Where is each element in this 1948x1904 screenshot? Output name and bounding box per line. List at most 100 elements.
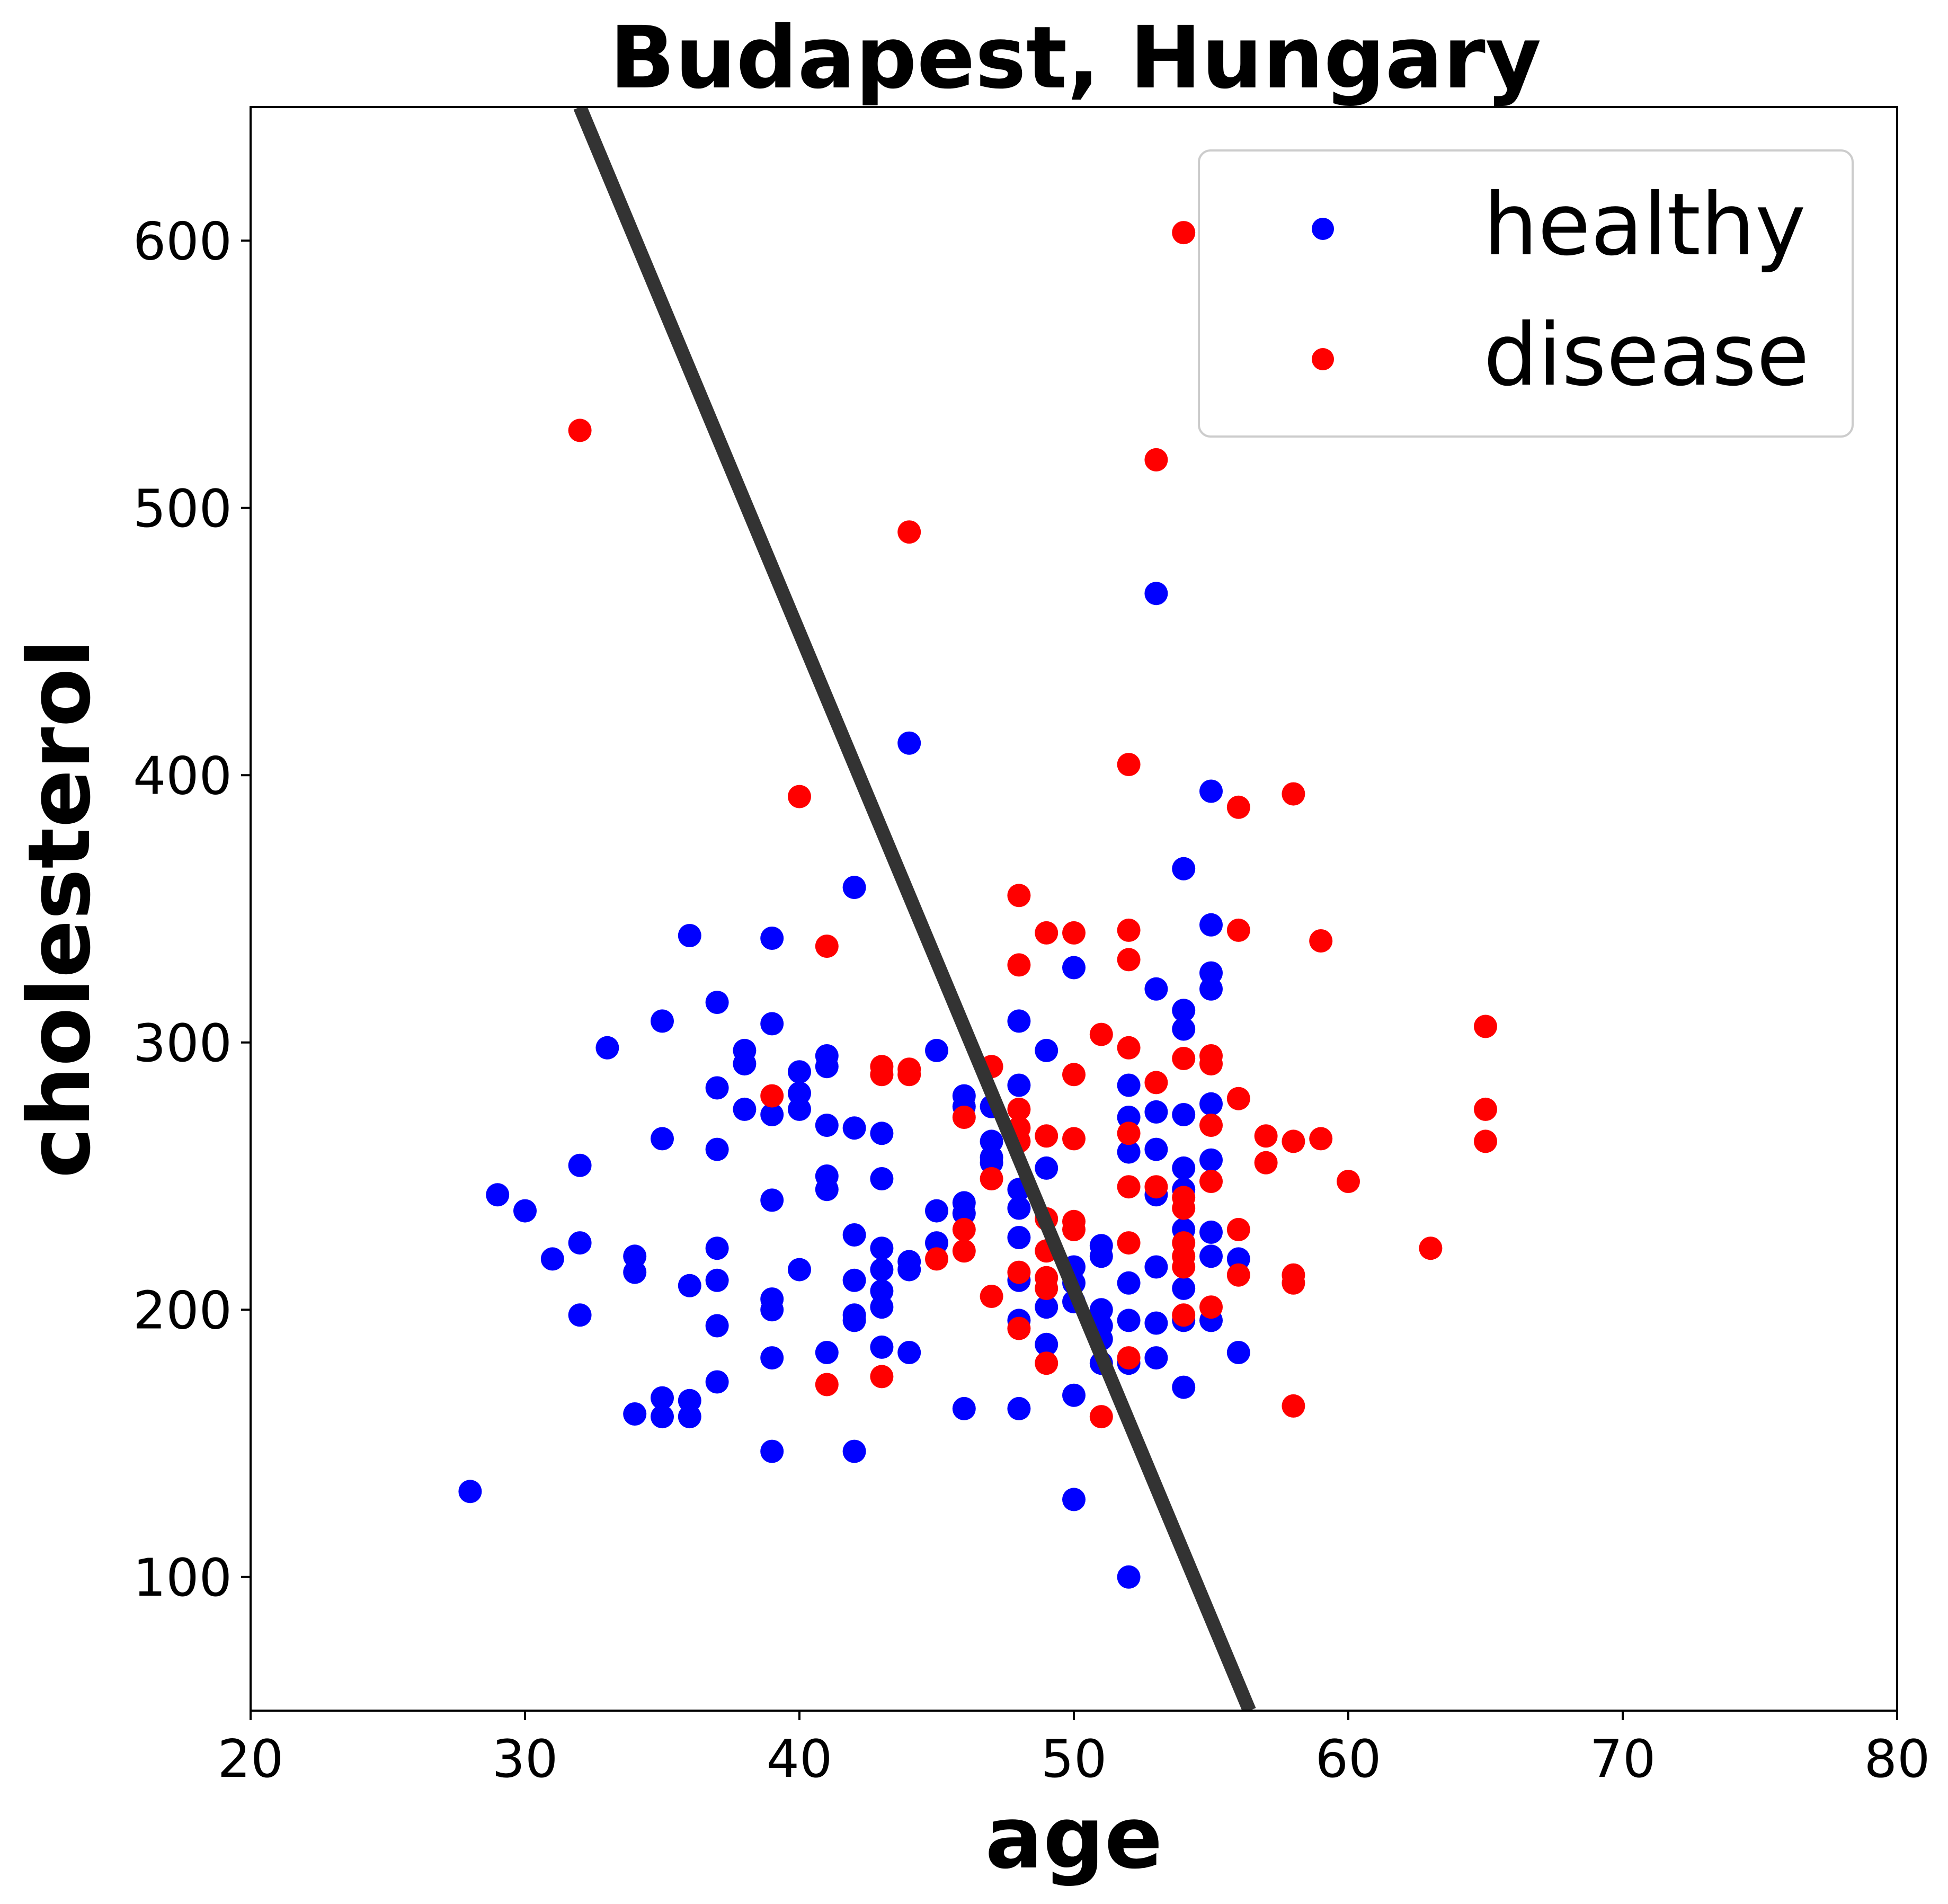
disease-point-26 bbox=[1035, 1124, 1058, 1148]
healthy-point-86 bbox=[1035, 1156, 1058, 1180]
healthy-point-38 bbox=[788, 1081, 811, 1105]
healthy-point-4 bbox=[568, 1153, 592, 1177]
disease-point-66 bbox=[1226, 1217, 1250, 1241]
legend-box bbox=[1198, 149, 1854, 438]
disease-point-50 bbox=[1172, 221, 1196, 245]
legend: healthy disease bbox=[1198, 149, 1854, 438]
healthy-point-78 bbox=[1007, 1073, 1031, 1097]
healthy-point-109 bbox=[1144, 977, 1168, 1001]
healthy-point-17 bbox=[678, 1389, 701, 1412]
disease-point-20 bbox=[1007, 1097, 1031, 1121]
disease-point-77 bbox=[1337, 1170, 1360, 1194]
healthy-point-8 bbox=[623, 1244, 647, 1268]
disease-point-18 bbox=[1007, 884, 1031, 907]
healthy-point-19 bbox=[705, 991, 729, 1015]
healthy-point-42 bbox=[815, 1055, 839, 1079]
disease-point-39 bbox=[1117, 753, 1141, 777]
healthy-point-133 bbox=[1199, 1244, 1223, 1268]
healthy-point-65 bbox=[925, 1038, 948, 1062]
y-tick-label: 100 bbox=[133, 1548, 232, 1608]
healthy-point-67 bbox=[925, 1231, 948, 1255]
disease-point-4 bbox=[815, 1373, 839, 1396]
x-tick-label: 30 bbox=[492, 1729, 558, 1790]
disease-point-1 bbox=[760, 1084, 784, 1108]
disease-point-81 bbox=[1474, 1129, 1497, 1153]
healthy-point-131 bbox=[1199, 1148, 1223, 1172]
healthy-point-116 bbox=[1172, 857, 1196, 880]
healthy-point-87 bbox=[1035, 1295, 1058, 1319]
healthy-point-135 bbox=[1226, 1247, 1250, 1271]
healthy-point-115 bbox=[1144, 1346, 1168, 1370]
disease-point-37 bbox=[1089, 1022, 1113, 1046]
healthy-point-119 bbox=[1172, 1103, 1196, 1126]
x-axis-ticks: 20 30 40 50 60 70 80 bbox=[218, 1711, 1930, 1790]
healthy-point-80 bbox=[1007, 1196, 1031, 1220]
healthy-point-13 bbox=[651, 1386, 674, 1410]
disease-point-73 bbox=[1282, 1271, 1305, 1295]
healthy-point-126 bbox=[1199, 779, 1223, 803]
y-axis-ticks: 100 200 300 400 500 600 bbox=[133, 211, 251, 1608]
healthy-point-24 bbox=[705, 1314, 729, 1338]
x-tick-label: 60 bbox=[1315, 1729, 1382, 1790]
healthy-point-15 bbox=[678, 924, 701, 947]
disease-point-36 bbox=[1062, 1217, 1086, 1241]
disease-point-38 bbox=[1089, 1405, 1113, 1429]
healthy-point-52 bbox=[842, 1309, 866, 1332]
disease-point-64 bbox=[1226, 918, 1250, 942]
disease-point-2 bbox=[788, 785, 811, 808]
y-tick-label: 200 bbox=[133, 1280, 232, 1341]
disease-point-78 bbox=[1419, 1236, 1443, 1260]
healthy-point-7 bbox=[595, 1036, 619, 1060]
healthy-point-0 bbox=[458, 1480, 482, 1503]
disease-point-48 bbox=[1144, 1071, 1168, 1095]
disease-point-32 bbox=[1062, 921, 1086, 945]
healthy-point-107 bbox=[1117, 1565, 1141, 1589]
healthy-point-72 bbox=[952, 1396, 976, 1420]
disease-point-40 bbox=[1117, 918, 1141, 942]
disease-point-30 bbox=[1035, 1276, 1058, 1300]
healthy-point-34 bbox=[760, 1298, 784, 1322]
disease-point-61 bbox=[1199, 1170, 1223, 1194]
x-tick-label: 20 bbox=[218, 1729, 284, 1790]
healthy-point-50 bbox=[842, 1268, 866, 1292]
healthy-point-9 bbox=[623, 1260, 647, 1284]
healthy-point-16 bbox=[678, 1274, 701, 1297]
healthy-point-64 bbox=[897, 1341, 921, 1364]
healthy-point-14 bbox=[651, 1405, 674, 1429]
healthy-point-60 bbox=[870, 1335, 894, 1359]
disease-point-33 bbox=[1062, 1063, 1086, 1087]
healthy-point-127 bbox=[1199, 913, 1223, 937]
healthy-point-30 bbox=[760, 1012, 784, 1036]
healthy-point-61 bbox=[897, 731, 921, 755]
disease-point-23 bbox=[1007, 1260, 1031, 1284]
disease-point-80 bbox=[1474, 1097, 1497, 1121]
disease-point-60 bbox=[1199, 1114, 1223, 1137]
healthy-point-88 bbox=[1035, 1332, 1058, 1356]
healthy-point-110 bbox=[1144, 1100, 1168, 1124]
legend-marker-healthy bbox=[1312, 218, 1334, 240]
y-tick-label: 300 bbox=[133, 1013, 232, 1074]
healthy-point-57 bbox=[870, 1258, 894, 1282]
legend-label-healthy: healthy bbox=[1483, 175, 1806, 275]
healthy-point-58 bbox=[870, 1279, 894, 1303]
healthy-point-45 bbox=[815, 1178, 839, 1202]
healthy-point-93 bbox=[1062, 1383, 1086, 1407]
healthy-point-29 bbox=[760, 927, 784, 950]
healthy-point-76 bbox=[980, 1151, 1003, 1175]
healthy-point-46 bbox=[815, 1341, 839, 1364]
healthy-point-63 bbox=[897, 1258, 921, 1282]
healthy-point-97 bbox=[1089, 1298, 1113, 1322]
disease-point-71 bbox=[1282, 1129, 1305, 1153]
disease-point-76 bbox=[1309, 1127, 1333, 1151]
disease-point-62 bbox=[1199, 1295, 1223, 1319]
disease-point-25 bbox=[1035, 921, 1058, 945]
disease-point-24 bbox=[1007, 1316, 1031, 1340]
disease-point-8 bbox=[897, 520, 921, 544]
disease-point-63 bbox=[1226, 795, 1250, 819]
healthy-point-49 bbox=[842, 1223, 866, 1247]
x-tick-label: 50 bbox=[1041, 1729, 1107, 1790]
healthy-point-125 bbox=[1172, 1375, 1196, 1399]
disease-point-6 bbox=[870, 1063, 894, 1087]
disease-point-17 bbox=[980, 1285, 1003, 1308]
